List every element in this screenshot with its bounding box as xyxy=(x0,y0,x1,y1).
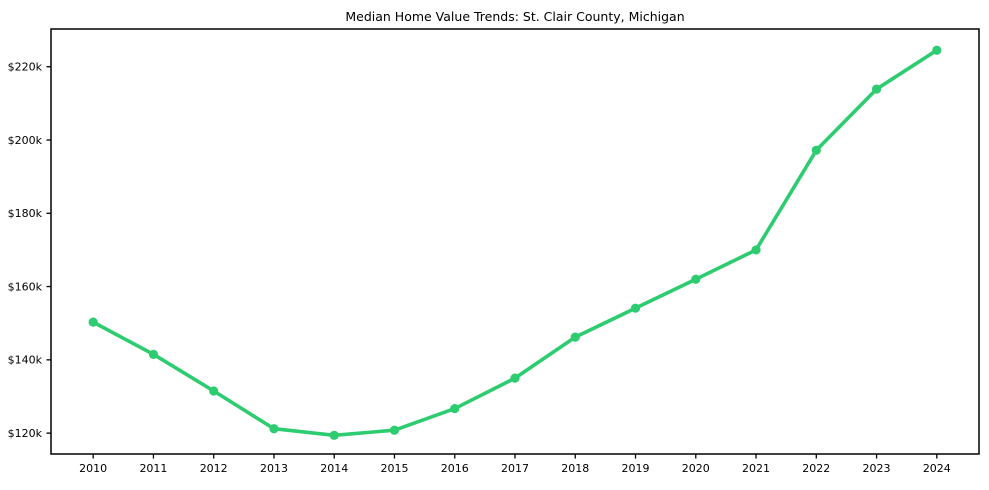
y-axis-tick-label: $160k xyxy=(8,280,43,293)
chart-title: Median Home Value Trends: St. Clair Coun… xyxy=(345,9,685,24)
x-axis-tick-label: 2020 xyxy=(682,462,710,475)
x-axis-tick-label: 2018 xyxy=(561,462,589,475)
y-axis-tick-label: $200k xyxy=(8,134,43,147)
x-axis-tick-label: 2012 xyxy=(200,462,228,475)
x-axis-tick-label: 2021 xyxy=(742,462,770,475)
y-axis-tick-label: $220k xyxy=(8,61,43,74)
data-point-2024 xyxy=(932,45,942,55)
data-point-2013 xyxy=(269,424,279,434)
x-axis-tick-label: 2017 xyxy=(501,462,529,475)
x-axis-tick-label: 2014 xyxy=(320,462,348,475)
x-axis-tick-label: 2015 xyxy=(380,462,408,475)
data-point-2010 xyxy=(88,317,98,327)
y-axis-tick-label: $180k xyxy=(8,207,43,220)
data-point-2014 xyxy=(329,430,339,440)
x-axis-tick-label: 2023 xyxy=(863,462,891,475)
data-point-2012 xyxy=(209,386,219,396)
y-axis-tick-label: $140k xyxy=(8,354,43,367)
data-point-2017 xyxy=(510,373,520,383)
plot-border xyxy=(50,28,980,455)
x-axis-tick-label: 2024 xyxy=(923,462,951,475)
data-point-2016 xyxy=(450,403,460,414)
y-axis-tick-label: $120k xyxy=(8,427,43,440)
x-axis-tick-label: 2010 xyxy=(79,462,107,475)
data-point-2018 xyxy=(570,332,580,342)
x-axis-tick-label: 2022 xyxy=(802,462,830,475)
data-point-2023 xyxy=(871,84,882,94)
data-point-2019 xyxy=(630,303,641,313)
data-point-2020 xyxy=(691,274,701,284)
data-point-2021 xyxy=(751,245,761,255)
data-point-2022 xyxy=(811,145,821,155)
x-axis-tick-label: 2013 xyxy=(260,462,288,475)
x-axis-tick-label: 2011 xyxy=(139,462,167,475)
x-axis-tick-label: 2016 xyxy=(441,462,469,475)
x-axis-tick-label: 2019 xyxy=(622,462,650,475)
data-point-2015 xyxy=(389,425,400,435)
data-point-2011 xyxy=(148,349,159,359)
